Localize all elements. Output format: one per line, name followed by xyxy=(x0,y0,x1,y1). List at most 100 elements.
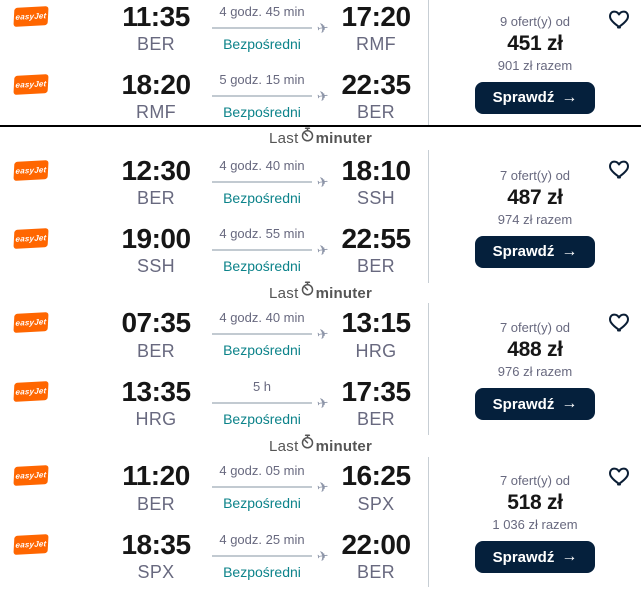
departure-block: 18:20 RMF xyxy=(108,70,204,123)
departure-airport: BER xyxy=(137,34,175,54)
outbound-leg: easyJet 11:35 BER 4 godz. 45 min ✈ Bezpo… xyxy=(0,0,428,55)
check-button[interactable]: Sprawdź → xyxy=(474,81,596,114)
check-button[interactable]: Sprawdź → xyxy=(474,541,596,573)
heart-icon xyxy=(609,160,629,179)
departure-block: 11:35 BER xyxy=(108,0,204,55)
route-line: ✈ xyxy=(212,241,330,259)
direct-label: Bezpośredni xyxy=(223,258,301,274)
route-line: ✈ xyxy=(212,19,330,36)
airline-logo-col: easyJet xyxy=(0,377,108,402)
departure-block: 12:30 BER xyxy=(108,154,204,209)
return-leg: easyJet 18:20 RMF 5 godz. 15 min ✈ Bezpo… xyxy=(0,70,428,123)
route-line: ✈ xyxy=(212,325,330,343)
duration-label: 4 godz. 25 min xyxy=(219,531,305,547)
duration-block: 4 godz. 40 min ✈ Bezpośredni xyxy=(210,308,330,359)
departure-time: 11:35 xyxy=(122,0,190,32)
total-price: 974 zł razem xyxy=(497,211,573,227)
price: 488 zł xyxy=(507,338,563,361)
outbound-leg: easyJet 07:35 BER 4 godz. 40 min ✈ Bezpo… xyxy=(0,308,428,361)
direct-label: Bezpośredni xyxy=(223,495,301,512)
departure-airport: BER xyxy=(137,493,175,514)
direct-label: Bezpośredni xyxy=(223,342,301,359)
departure-airport: BER xyxy=(137,188,175,208)
departure-airport: HRG xyxy=(135,408,177,429)
departure-time: 12:30 xyxy=(121,154,191,186)
return-leg: easyJet 13:35 HRG 5 h ✈ Bezpośredni 17:3… xyxy=(0,375,428,430)
check-button[interactable]: Sprawdź → xyxy=(474,388,596,420)
route-line: ✈ xyxy=(212,478,330,496)
departure-block: 11:20 BER xyxy=(108,461,204,514)
flight-legs: easyJet 12:30 BER 4 godz. 40 min ✈ Bezpo… xyxy=(0,150,429,283)
departure-block: 13:35 HRG xyxy=(108,375,204,430)
direct-label: Bezpośredni xyxy=(223,35,301,52)
return-leg: easyJet 19:00 SSH 4 godz. 55 min ✈ Bezpo… xyxy=(0,224,428,277)
total-price: 976 zł razem xyxy=(497,364,573,379)
stopwatch-icon xyxy=(300,434,315,454)
departure-time: 13:35 xyxy=(121,375,191,407)
duration-label: 4 godz. 40 min xyxy=(219,157,305,173)
departure-block: 19:00 SSH xyxy=(108,224,204,277)
favorite-button[interactable] xyxy=(608,157,632,181)
easyjet-logo: easyJet xyxy=(13,465,49,486)
airline-logo-col: easyJet xyxy=(0,156,108,181)
price-panel: 7 ofert(y) od 488 zł 976 zł razem Sprawd… xyxy=(429,303,641,435)
arrival-time: 22:00 xyxy=(341,528,411,560)
departure-airport: RMF xyxy=(136,102,176,123)
easyjet-logo: easyJet xyxy=(13,380,49,402)
route-line: ✈ xyxy=(212,394,330,411)
route-line: ✈ xyxy=(212,547,330,564)
duration-block: 5 h ✈ Bezpośredni xyxy=(210,377,330,427)
outbound-leg: easyJet 12:30 BER 4 godz. 40 min ✈ Bezpo… xyxy=(0,154,428,209)
airline-logo-col: easyJet xyxy=(0,308,108,333)
price-panel: 7 ofert(y) od 518 zł 1 036 zł razem Spra… xyxy=(429,457,641,587)
flight-card[interactable]: easyJet 11:20 BER 4 godz. 05 min ✈ Bezpo… xyxy=(0,457,641,587)
favorite-button[interactable] xyxy=(608,7,632,31)
plane-icon: ✈ xyxy=(316,325,330,343)
heart-icon xyxy=(609,10,629,29)
duration-block: 4 godz. 25 min ✈ Bezpośredni xyxy=(210,530,330,580)
arrival-block: 22:00 BER xyxy=(328,528,424,583)
stopwatch-icon xyxy=(300,281,315,301)
duration-block: 4 godz. 40 min ✈ Bezpośredni xyxy=(210,156,330,206)
arrival-time: 18:10 xyxy=(341,154,411,186)
offers-count: 9 ofert(y) od xyxy=(499,13,571,29)
easyjet-logo: easyJet xyxy=(13,5,49,27)
return-leg: easyJet 18:35 SPX 4 godz. 25 min ✈ Bezpo… xyxy=(0,528,428,583)
heart-icon xyxy=(609,313,629,332)
favorite-button[interactable] xyxy=(608,310,632,334)
plane-icon: ✈ xyxy=(316,241,330,259)
departure-time: 07:35 xyxy=(121,307,191,339)
lastminuter-logo: Last minuter xyxy=(269,281,372,303)
arrival-block: 22:55 BER xyxy=(328,224,424,277)
check-button[interactable]: Sprawdź → xyxy=(474,235,596,268)
departure-airport: SPX xyxy=(137,561,175,582)
airline-logo-col: easyJet xyxy=(0,224,108,249)
direct-label: Bezpośredni xyxy=(223,410,301,427)
price: 518 zł xyxy=(507,491,563,514)
arrival-block: 22:35 BER xyxy=(328,70,424,123)
duration-label: 5 h xyxy=(252,378,272,394)
heart-icon xyxy=(609,467,629,486)
arrival-block: 17:35 BER xyxy=(328,376,424,430)
favorite-button[interactable] xyxy=(608,464,632,488)
stopwatch-icon xyxy=(300,127,315,147)
route-line: ✈ xyxy=(212,87,330,105)
duration-label: 4 godz. 55 min xyxy=(219,226,305,241)
flight-card[interactable]: easyJet 11:35 BER 4 godz. 45 min ✈ Bezpo… xyxy=(0,0,641,127)
price: 487 zł xyxy=(507,185,563,209)
flight-card[interactable]: easyJet 12:30 BER 4 godz. 40 min ✈ Bezpo… xyxy=(0,150,641,283)
arrival-block: 17:20 RMF xyxy=(328,1,424,55)
price: 451 zł xyxy=(507,31,563,55)
plane-icon: ✈ xyxy=(316,478,330,496)
flight-card[interactable]: easyJet 07:35 BER 4 godz. 40 min ✈ Bezpo… xyxy=(0,303,641,435)
direct-label: Bezpośredni xyxy=(223,189,301,206)
easyjet-logo: easyJet xyxy=(13,312,49,333)
direct-label: Bezpośredni xyxy=(223,563,301,580)
arrival-airport: SSH xyxy=(357,188,395,208)
ad-separator: Last minuter xyxy=(0,127,641,150)
arrival-block: 16:25 SPX xyxy=(328,461,424,514)
total-price: 901 zł razem xyxy=(497,57,573,73)
flight-legs: easyJet 07:35 BER 4 godz. 40 min ✈ Bezpo… xyxy=(0,303,429,435)
easyjet-logo: easyJet xyxy=(13,159,49,181)
